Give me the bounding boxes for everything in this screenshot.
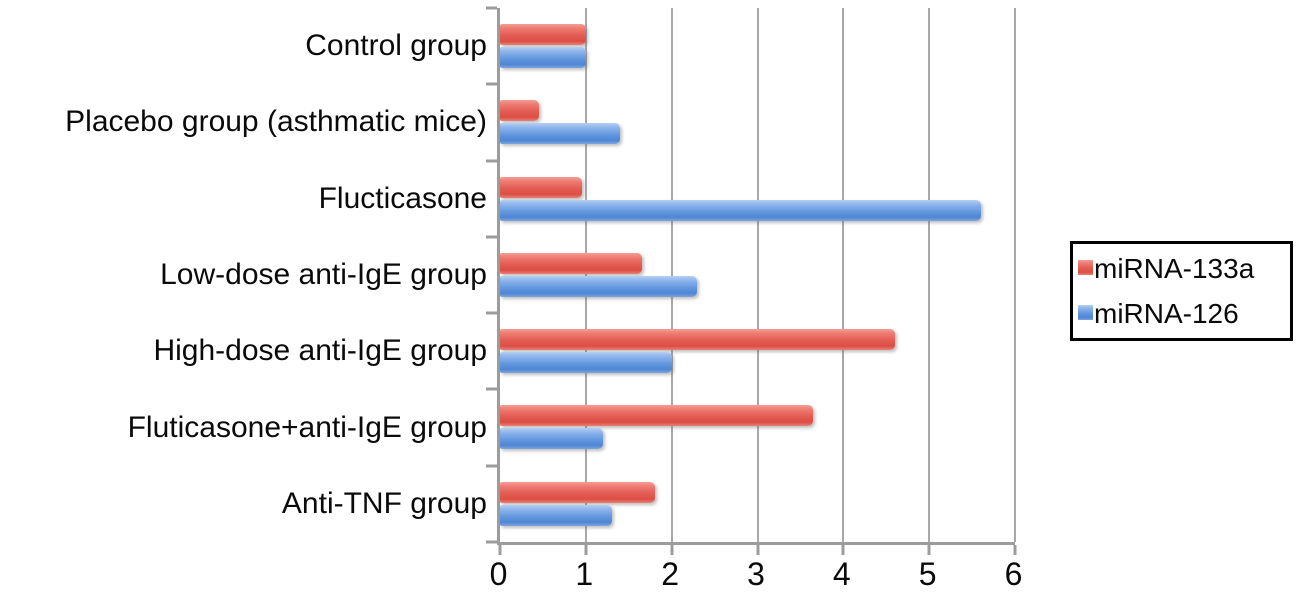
bar-miRNA-133a — [500, 405, 814, 427]
bar-miRNA-133a — [500, 176, 582, 198]
y-axis-tick — [486, 159, 497, 163]
x-tick-label: 2 — [661, 556, 680, 592]
bar-miRNA-133a — [500, 329, 895, 351]
gridline — [1014, 8, 1016, 542]
x-axis-tick — [756, 545, 759, 555]
x-tick-label: 5 — [918, 556, 937, 592]
bar-miRNA-133a — [500, 24, 586, 45]
bar-miRNA-126 — [500, 123, 621, 145]
bar-miRNA-126 — [500, 47, 586, 68]
bar-miRNA-126 — [500, 352, 672, 374]
y-axis-tick — [486, 82, 497, 86]
x-tick-label: 6 — [1004, 556, 1023, 592]
x-axis-tick — [670, 545, 674, 555]
x-tick-label: 4 — [832, 556, 851, 592]
legend: miRNA-133a miRNA-126 — [1070, 241, 1293, 341]
category-label: High-dose anti-IgE group — [153, 334, 487, 368]
y-axis-tick — [486, 464, 497, 468]
legend-label: miRNA-126 — [1094, 297, 1239, 329]
x-tick-label: 3 — [747, 556, 765, 592]
plot-area — [486, 6, 1017, 555]
x-axis-tick — [498, 545, 502, 555]
bar-miRNA-133a — [500, 100, 539, 122]
legend-swatch-red-icon — [1078, 260, 1093, 275]
gridline — [928, 8, 931, 542]
y-axis-tick — [486, 540, 497, 544]
category-label: Anti-TNF group — [281, 486, 487, 520]
y-axis-tick — [486, 387, 497, 391]
y-axis-tick — [486, 6, 497, 10]
bar-miRNA-126 — [500, 428, 603, 450]
category-axis-labels: Control group Placebo group (asthmatic mi… — [0, 0, 487, 598]
legend-swatch-blue-icon — [1078, 305, 1093, 320]
y-axis-tick — [486, 235, 497, 239]
x-axis-tick — [927, 545, 931, 555]
category-label: Flucticasone — [318, 181, 487, 215]
gridline — [670, 8, 673, 542]
bar-miRNA-126 — [500, 504, 612, 526]
x-tick-label: 0 — [489, 556, 508, 592]
category-label: Fluticasone+anti-IgE group — [127, 410, 487, 444]
bar-miRNA-126 — [500, 275, 698, 297]
bar-miRNA-133a — [500, 481, 655, 503]
gridline — [584, 8, 587, 542]
gridline — [756, 8, 759, 542]
x-tick-label: 1 — [575, 556, 594, 592]
category-label: Low-dose anti-IgE group — [160, 258, 487, 291]
legend-item: miRNA-133a — [1078, 253, 1290, 285]
gridline — [842, 8, 845, 542]
x-axis-tick — [1013, 545, 1017, 555]
category-label: Placebo group (asthmatic mice) — [65, 105, 487, 139]
x-axis-tick — [584, 545, 588, 555]
legend-label: miRNA-133a — [1094, 252, 1255, 284]
legend-item: miRNA-126 — [1078, 298, 1290, 330]
bar-miRNA-133a — [500, 252, 642, 274]
y-axis-tick — [486, 311, 497, 315]
x-axis-tick — [841, 545, 845, 555]
bar-miRNA-126 — [500, 199, 981, 221]
category-label: Control group — [305, 29, 487, 63]
